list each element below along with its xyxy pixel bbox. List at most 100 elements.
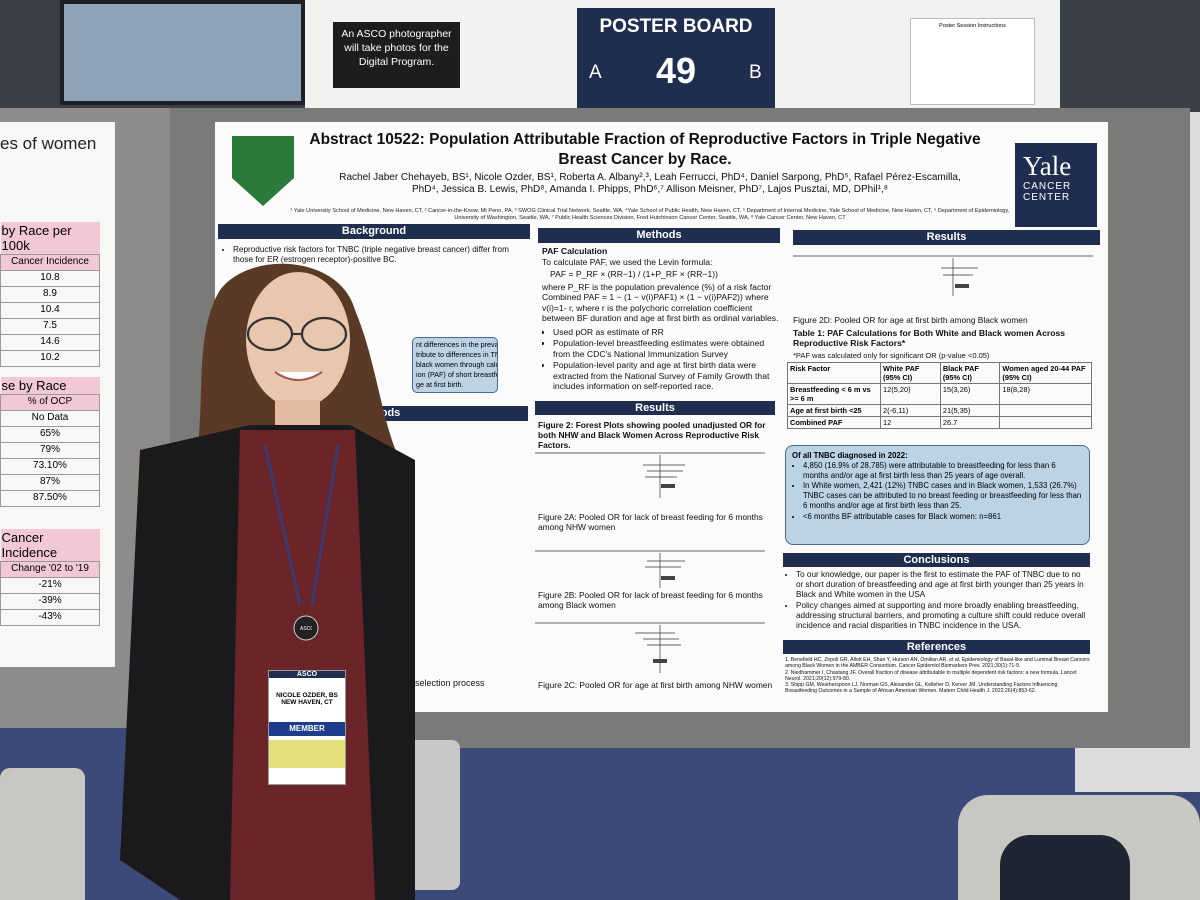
poster-authors: Rachel Jaber Chehayeb, BS¹, Nicole Ozder… xyxy=(339,172,961,195)
table-row: by Race per 100k xyxy=(0,222,100,255)
table-cell-empty xyxy=(999,404,1092,417)
table-row: -43% xyxy=(0,609,100,626)
badge: ASCO NICOLE OZDER, BS NEW HAVEN, CT MEMB… xyxy=(268,670,346,785)
logo-line: CENTER xyxy=(1023,192,1071,203)
table-note: *PAF was calculated only for significant… xyxy=(793,351,990,360)
summary-box: Of all TNBC diagnosed in 2022: 4,850 (16… xyxy=(785,445,1090,545)
table-cell: 15(3,26) xyxy=(939,383,1001,405)
paragraph: where P_RF is the population prevalence … xyxy=(542,281,772,292)
table-title: Cancer Incidence xyxy=(0,529,100,562)
table-row: 10.2 xyxy=(0,350,100,367)
left-table-3: Cancer Incidence Change '02 to '19 -21% -39… xyxy=(0,529,100,626)
table-cell: 18(8,28) xyxy=(999,383,1092,405)
window xyxy=(60,0,305,105)
logo-line: Yale xyxy=(1023,151,1072,181)
reference: 2. Niedhammer I, Chastang JF. Overall fr… xyxy=(785,669,1077,682)
bullet: Used pOR as estimate of RR xyxy=(553,327,780,338)
person xyxy=(120,263,415,900)
table-cell: 12(5,20) xyxy=(880,383,941,405)
methods-text: PAF Calculation To calculate PAF, we use… xyxy=(542,246,780,393)
left-heading: es of women xyxy=(0,134,97,153)
reference: 1. Benefield HC, Zirpoli GR, Allott EH, … xyxy=(785,657,1090,670)
aim-line: black women through calculating xyxy=(416,360,497,369)
summary-heading: Of all TNBC diagnosed in 2022: xyxy=(792,451,908,460)
paragraph: To calculate PAF, we used the Levin form… xyxy=(542,256,713,267)
figure-caption: Figure 2: Forest Plots showing pooled un… xyxy=(538,420,766,450)
left-poster: es of women by Race per 100k Cancer Incid… xyxy=(0,122,115,667)
table-cell: 12 xyxy=(880,416,941,429)
section-header: Results xyxy=(793,230,1100,245)
table-header: Cancer Incidence xyxy=(0,254,100,271)
table-header: White PAF (95% CI) xyxy=(880,362,941,384)
poster-title: Abstract 10522: Population Attributable … xyxy=(309,131,981,168)
forest-plot-2d xyxy=(793,255,1093,296)
poster-affiliations: ¹ Yale University School of Medicine, Ne… xyxy=(290,208,1010,221)
table-cell: Combined PAF xyxy=(787,416,882,429)
instructions-sheet: Poster Session Instructions xyxy=(910,18,1035,105)
table-row: Age at first birth <25 2(-6,11) 21(5,35) xyxy=(787,404,1092,417)
table-header: Women aged 20-44 PAF (95% CI) xyxy=(999,362,1092,384)
section-header: References xyxy=(783,640,1090,654)
table-row: se by Race xyxy=(0,377,100,395)
table-cell-empty xyxy=(999,416,1092,429)
formula: PAF = P_RF × (RR−1) / (1+P_RF × (RR−1)) xyxy=(550,269,718,279)
table-header: % of OCP xyxy=(0,394,100,411)
board-sign: POSTER BOARD A 49 B xyxy=(577,8,775,108)
left-table-1: by Race per 100k Cancer Incidence 10.8 8.9 1… xyxy=(0,222,100,367)
table-row: Breastfeeding < 6 m vs >= 6 m 12(5,20) 15(… xyxy=(787,383,1092,405)
table-cell: Age at first birth <25 xyxy=(787,404,882,417)
subheading: PAF Calculation xyxy=(542,246,608,256)
badge-event: ASCO xyxy=(269,671,345,678)
table-row: 87.50% xyxy=(0,490,100,507)
table-cell: -43% xyxy=(0,609,100,626)
aim-line: ion (PAF) of short breastfeeding xyxy=(416,370,497,379)
bag xyxy=(1000,835,1130,900)
table-row: Cancer Incidence xyxy=(0,529,100,562)
table-header: Black PAF (95% CI) xyxy=(939,362,1001,384)
aim-box: nt differences in the prevalencetribute … xyxy=(412,337,498,393)
bullet: Reproductive risk factors for TNBC (trip… xyxy=(233,245,530,265)
aim-line: ge at first birth. xyxy=(416,380,464,389)
forest-plots xyxy=(535,452,765,673)
bullet: To our knowledge, our paper is the first… xyxy=(796,570,1090,600)
table-cell: 87.50% xyxy=(0,490,100,507)
section-header: Methods xyxy=(538,228,780,243)
section-header: Conclusions xyxy=(783,553,1090,567)
bullet: <6 months BF attributable cases for Blac… xyxy=(803,512,1083,522)
figure-caption: Figure 2C: Pooled OR for age at first bi… xyxy=(538,680,773,690)
figure-caption: Figure 2A: Pooled OR for lack of breast … xyxy=(538,512,763,532)
table-header: Risk Factor xyxy=(787,362,882,384)
paragraph: Combined PAF = 1 − (1 − v(i)PAF1) × (1 −… xyxy=(542,292,779,323)
reference: 3. Shipp GM, Weatherspoon LJ, Norman GS,… xyxy=(785,682,1058,695)
bullet: 4,850 (16.9% of 28,785) were attributabl… xyxy=(803,461,1083,481)
table-row: Risk Factor White PAF (95% CI) Black PAF (… xyxy=(787,362,1092,384)
bullet: Population-level breastfeeding estimates… xyxy=(553,338,780,359)
table-row: Cancer Incidence xyxy=(0,254,100,271)
paf-table: Risk Factor White PAF (95% CI) Black PAF (… xyxy=(787,362,1092,429)
table-cell: 26.7 xyxy=(939,416,1001,429)
logo-line: CANCER xyxy=(1023,181,1072,192)
references: 1. Benefield HC, Zirpoli GR, Allott EH, … xyxy=(785,657,1090,695)
table-cell: Breastfeeding < 6 m vs >= 6 m xyxy=(787,383,882,405)
badge-name: NICOLE OZDER, BS xyxy=(276,692,338,699)
section-header: Results xyxy=(535,401,775,415)
figure-caption: Figure 2D: Pooled OR for age at first bi… xyxy=(793,315,1028,325)
board-label: POSTER BOARD xyxy=(599,16,753,37)
badge-location: NEW HAVEN, CT xyxy=(281,699,333,706)
table-cell: 21(5,35) xyxy=(939,404,1001,417)
table-title: Table 1: PAF Calculations for Both White… xyxy=(793,328,1066,348)
board-a: A xyxy=(589,62,602,83)
left-table-2: se by Race% of OCP No Data 65% 79% 73.10% 87%… xyxy=(0,377,100,507)
table-cell: 10.2 xyxy=(0,350,100,367)
badge-ribbon xyxy=(269,740,345,768)
section-header: Background xyxy=(218,224,530,239)
table-title: by Race per 100k xyxy=(0,222,100,255)
bullet: In White women, 2,421 (12%) TNBC cases a… xyxy=(803,481,1083,510)
table-row: Combined PAF 12 26.7 xyxy=(787,416,1092,429)
table-header: Change '02 to '19 xyxy=(0,561,100,578)
photographer-sign: An ASCO photographer will take photos fo… xyxy=(333,22,460,88)
figure-caption: selection process xyxy=(415,678,485,688)
bullet: Population-level parity and age at first… xyxy=(553,360,780,392)
bullet: Policy changes aimed at supporting and m… xyxy=(796,601,1090,631)
